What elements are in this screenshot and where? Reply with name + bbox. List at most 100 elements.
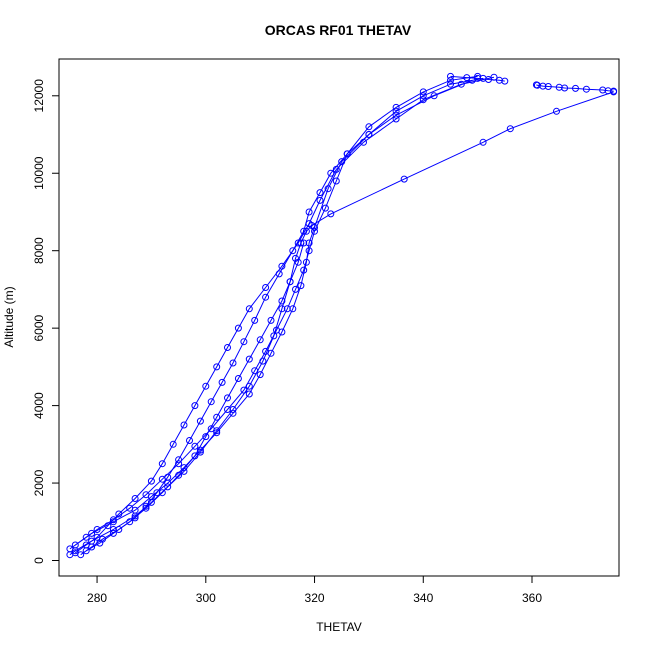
data-point [164, 473, 172, 481]
data-point [93, 526, 101, 533]
data-point [218, 378, 226, 386]
data-point [213, 363, 221, 371]
data-point [479, 138, 487, 146]
data-point [294, 258, 302, 266]
data-point [289, 247, 297, 255]
data-point [561, 84, 569, 92]
data-point [305, 239, 313, 247]
data-point [109, 518, 117, 526]
data-point [490, 73, 498, 81]
y-tick-label: 0 [32, 557, 46, 564]
data-point [582, 85, 590, 93]
data-point [251, 367, 259, 375]
data-point [419, 88, 427, 96]
data-point [278, 328, 286, 336]
data-point [245, 305, 253, 313]
data-point [224, 406, 231, 413]
data-point [234, 375, 242, 382]
data-point [305, 208, 313, 216]
data-point [262, 293, 270, 301]
data-point [131, 514, 139, 522]
data-point [240, 386, 248, 394]
data-point [604, 87, 612, 95]
data-point [224, 394, 231, 402]
data-point [267, 316, 275, 324]
data-point [286, 278, 294, 286]
data-point [245, 390, 253, 398]
data-point [180, 421, 188, 429]
data-point [495, 76, 503, 84]
data-point [82, 533, 90, 541]
data-point [175, 471, 183, 479]
data-point [327, 169, 335, 177]
x-tick-label: 340 [413, 591, 433, 605]
data-point [131, 506, 139, 514]
data-point [66, 545, 74, 553]
data-point [147, 477, 155, 485]
data-point [131, 495, 139, 502]
data-point [321, 204, 329, 212]
series-line [85, 242, 305, 552]
data-point [400, 175, 408, 183]
y-tick-label: 2000 [32, 469, 46, 496]
series-line [75, 76, 495, 554]
data-point [142, 502, 150, 510]
data-point [175, 456, 183, 464]
data-point [365, 131, 373, 138]
data-point [327, 210, 335, 218]
data-point [104, 522, 112, 530]
data-point [275, 270, 283, 278]
data-point [544, 83, 552, 90]
x-tick-label: 320 [305, 591, 325, 605]
data-point [297, 282, 305, 290]
data-point [186, 437, 193, 444]
data-point [270, 332, 278, 340]
data-point [82, 547, 90, 555]
data-point [153, 489, 161, 497]
data-point [289, 305, 297, 313]
y-tick-label: 10000 [32, 156, 46, 190]
data-point [191, 452, 199, 460]
data-point [392, 111, 400, 119]
data-point [419, 92, 427, 100]
data-point [207, 425, 215, 433]
data-point [447, 80, 454, 88]
data-point [447, 72, 454, 80]
data-point [365, 123, 373, 131]
data-point [213, 413, 221, 421]
data-point [126, 518, 134, 526]
data-point [267, 349, 275, 357]
data-point [572, 84, 579, 92]
data-point [553, 107, 560, 115]
chart-title: ORCAS RF01 THETAV [265, 22, 412, 38]
y-tick-label: 8000 [32, 237, 46, 264]
x-tick-label: 280 [87, 591, 107, 605]
data-point [300, 227, 308, 235]
x-axis: 280 300 320 340 360 [87, 575, 542, 605]
series-line [69, 91, 614, 556]
data-point [164, 483, 172, 491]
data-point [234, 324, 242, 332]
data-point [392, 115, 400, 123]
data-point [88, 543, 96, 551]
data-point [316, 189, 324, 197]
data-point [262, 284, 270, 291]
data-point [213, 429, 221, 437]
data-point [532, 81, 540, 89]
data-point [343, 150, 351, 158]
data-point [202, 433, 210, 441]
x-tick-label: 360 [522, 591, 542, 605]
data-point [256, 371, 264, 379]
y-axis-label: Altitude (m) [2, 286, 16, 347]
data-point [196, 417, 204, 425]
data-point [115, 526, 123, 533]
data-point [115, 510, 123, 518]
data-point [88, 529, 96, 537]
data-point [245, 355, 253, 363]
data-point [392, 107, 400, 115]
data-point [278, 305, 286, 313]
data-point [71, 541, 79, 549]
data-point [191, 442, 199, 450]
